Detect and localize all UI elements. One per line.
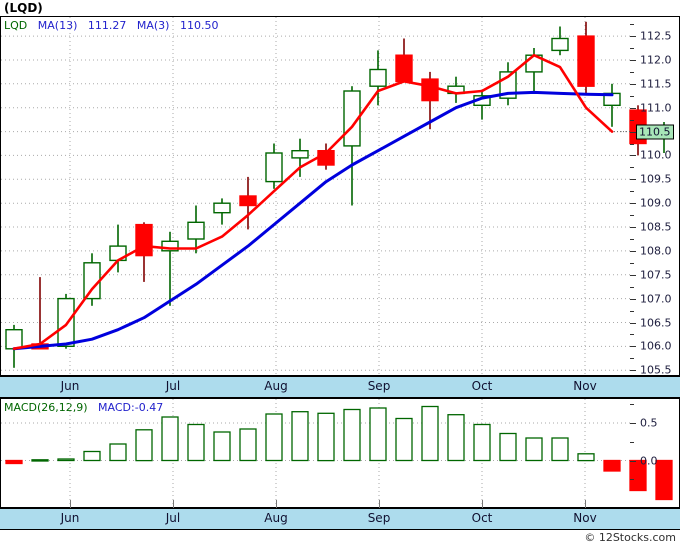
y-axis-label: 112.5 — [640, 29, 672, 43]
y-axis-label: 111.5 — [640, 77, 672, 91]
y-axis-label: 111.0 — [640, 101, 672, 115]
y-minor-tick — [630, 358, 634, 360]
y-tick — [630, 155, 636, 157]
y-tick — [630, 131, 636, 133]
y-axis-label: 110.0 — [640, 148, 672, 162]
y-axis-label: 109.0 — [640, 196, 672, 210]
macd-value: MACD:-0.47 — [98, 401, 164, 414]
y-tick — [630, 36, 636, 38]
macd-y-axis-label: 0.0 — [640, 454, 658, 467]
y-minor-tick — [630, 262, 634, 264]
y-axis-label: 112.0 — [640, 53, 672, 67]
macd-y-tick — [630, 423, 636, 424]
y-minor-tick — [630, 143, 634, 145]
y-tick — [630, 203, 636, 205]
y-minor-tick — [630, 334, 634, 336]
legend-ma-short-label: MA(3) — [136, 19, 170, 32]
macd-y-minor-tick — [630, 441, 634, 443]
legend-ma-long-value: 111.27 — [87, 19, 127, 32]
y-axis-label: 106.5 — [640, 316, 672, 329]
month-label-nov: Nov — [573, 511, 597, 525]
month-label-oct: Oct — [471, 379, 493, 393]
month-label-jul: Jul — [165, 511, 181, 525]
y-axis-label: 107.0 — [640, 292, 672, 306]
month-label-aug: Aug — [264, 379, 288, 393]
y-tick — [630, 107, 636, 109]
legend-symbol: LQD — [4, 19, 28, 32]
y-tick — [630, 322, 636, 324]
y-tick — [630, 227, 636, 228]
y-tick — [630, 370, 636, 372]
y-minor-tick — [630, 48, 634, 49]
y-minor-tick — [630, 95, 634, 97]
month-label-sep: Sep — [367, 511, 391, 525]
month-label-jun: Jun — [60, 379, 80, 393]
y-minor-tick — [630, 310, 634, 312]
y-axis-label: 109.5 — [640, 172, 672, 186]
y-minor-tick — [630, 239, 634, 240]
month-tick — [173, 500, 174, 508]
macd-legend: MACD(26,12,9) MACD:-0.47 — [4, 401, 163, 414]
macd-y-tick — [630, 460, 636, 462]
macd-y-minor-tick — [630, 404, 634, 406]
y-minor-tick — [630, 191, 634, 193]
y-axis-label: 106.0 — [640, 339, 672, 353]
copyright-notice: © 12Stocks.com — [584, 531, 676, 544]
price-legend: LQD MA(13) 111.27 MA(3) 110.50 — [4, 19, 218, 32]
month-axis-macd — [0, 508, 680, 530]
macd-y-minor-tick — [630, 479, 634, 481]
legend-ma-short-value: 110.50 — [179, 19, 219, 32]
y-tick — [630, 346, 636, 348]
y-minor-tick — [630, 167, 634, 169]
page-title: (LQD) — [4, 1, 43, 15]
month-tick — [379, 500, 380, 508]
y-minor-tick — [630, 71, 634, 73]
last-price-badge: 110.5 — [636, 124, 674, 140]
month-label-aug: Aug — [264, 511, 288, 525]
month-tick — [276, 500, 277, 508]
macd-label: MACD(26,12,9) — [4, 401, 88, 414]
month-label-nov: Nov — [573, 379, 597, 393]
y-tick — [630, 83, 636, 85]
y-axis-label: 108.0 — [640, 244, 672, 258]
month-label-oct: Oct — [471, 511, 493, 525]
month-axis-price — [0, 376, 680, 398]
legend-ma-long-label: MA(13) — [37, 19, 78, 32]
y-tick — [630, 250, 636, 252]
y-minor-tick — [630, 119, 634, 121]
y-tick — [630, 298, 636, 300]
y-axis-label: 105.5 — [640, 363, 672, 377]
y-minor-tick — [630, 24, 634, 26]
y-tick — [630, 179, 636, 181]
y-axis-label: 107.5 — [640, 268, 672, 282]
y-minor-tick — [630, 215, 634, 217]
month-tick — [482, 500, 483, 508]
month-label-sep: Sep — [367, 379, 391, 393]
y-axis-label: 108.5 — [640, 220, 672, 234]
month-tick — [70, 500, 71, 508]
price-plot — [1, 17, 673, 375]
y-tick — [630, 60, 636, 61]
macd-plot — [1, 399, 673, 507]
month-label-jul: Jul — [165, 379, 181, 393]
y-minor-tick — [630, 286, 634, 288]
macd-y-axis-label: 0.5 — [640, 416, 658, 430]
month-tick — [585, 500, 586, 508]
month-label-jun: Jun — [60, 511, 80, 525]
y-tick — [630, 274, 636, 276]
